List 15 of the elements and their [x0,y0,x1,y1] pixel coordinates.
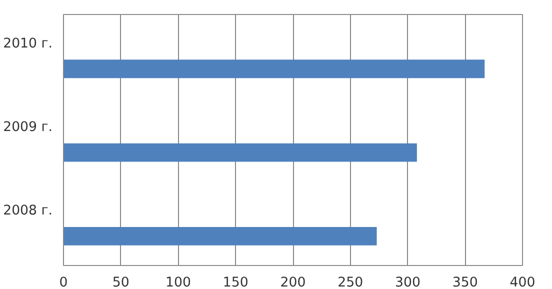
bar [64,60,485,78]
y-tick-label: 2009 г. [3,120,53,135]
x-tick-label: 100 [166,276,191,289]
bar [64,143,417,162]
bar [64,227,377,246]
x-tick-label: 300 [395,276,420,289]
x-tick-label: 250 [338,276,364,289]
x-tick-label: 200 [280,276,306,289]
x-tick-label: 350 [452,276,478,289]
x-tick-label: 50 [112,276,130,289]
y-tick-label: 2010 г. [3,36,53,52]
y-tick-label: 2008 г. [3,204,53,219]
x-tick-label: 0 [59,276,68,289]
x-tick-label: 150 [222,276,248,289]
x-tick-label: 400 [510,276,536,289]
